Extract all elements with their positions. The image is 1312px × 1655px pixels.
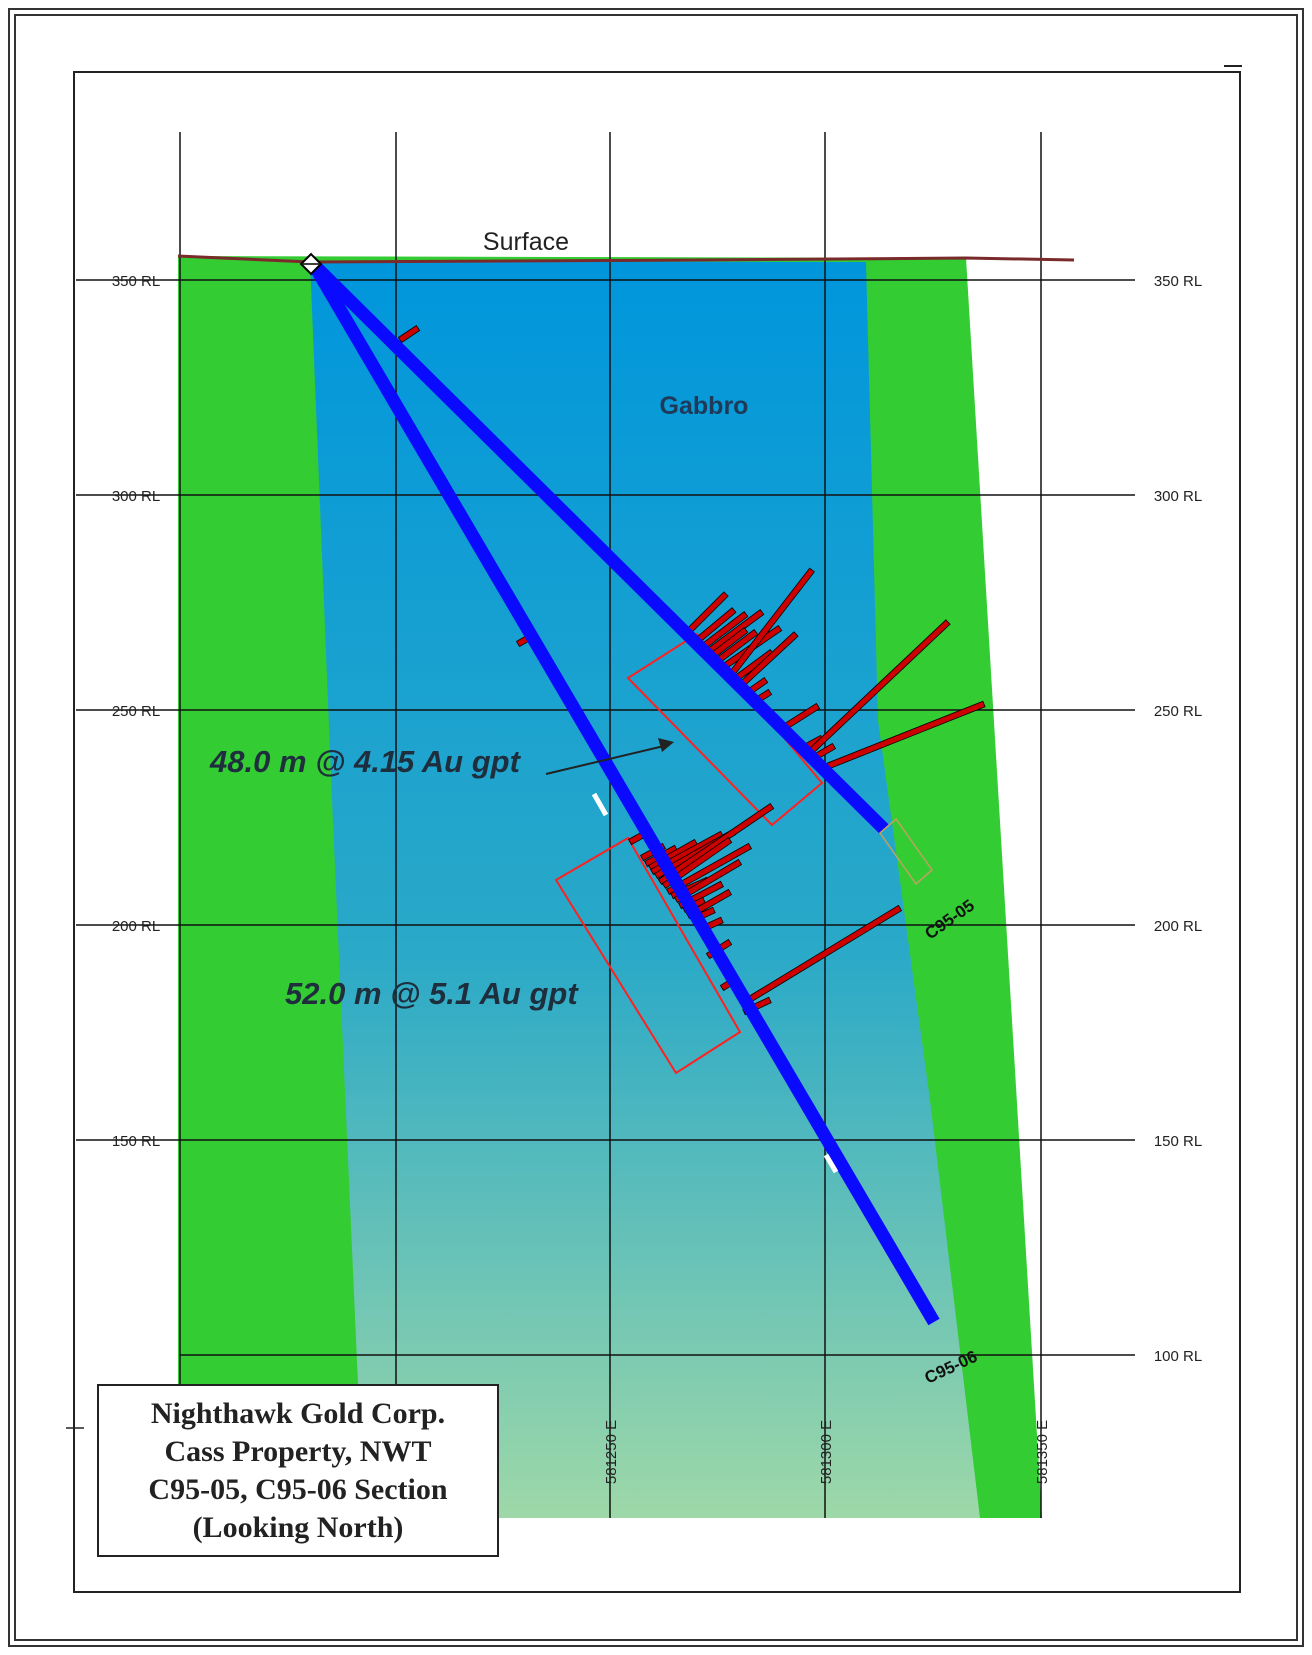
rl-label: 250 RL: [112, 703, 160, 720]
trace-gap-marker: [591, 792, 609, 817]
assay-bar: [397, 324, 421, 344]
rl-label: 100 RL: [1154, 1348, 1202, 1365]
assay-bar: [657, 802, 775, 886]
rl-label: 350 RL: [112, 273, 160, 290]
zone-outline-upper: [626, 632, 824, 827]
rl-label: 300 RL: [1154, 488, 1202, 505]
rl-label: 300 RL: [112, 488, 160, 505]
collar-marker: [299, 252, 323, 276]
intercept-label-lower: 52.0 m @ 5.1 Au gpt: [285, 976, 579, 1011]
assay-bar: [665, 842, 753, 896]
rl-axis-right: 350 RL 300 RL 250 RL 200 RL 150 RL 100 R…: [1154, 273, 1202, 1365]
zone-outline-lower: [554, 836, 742, 1075]
page-outer-border: [8, 8, 1304, 1647]
easting-axis: 581250 E 581300 E 581350 E: [603, 1420, 1051, 1484]
surface-label: Surface: [483, 228, 569, 256]
easting-label: 581350 E: [1034, 1420, 1051, 1484]
intercept-label-upper: 48.0 m @ 4.15 Au gpt: [209, 744, 522, 779]
surface-line: [177, 254, 1075, 264]
trace-gap-marker: [823, 1153, 839, 1174]
title-line-2: Cass Property, NWT: [165, 1435, 432, 1468]
drill-trace-c95-06: [308, 261, 940, 1326]
title-block: Nighthawk Gold Corp. Cass Property, NWT …: [97, 1384, 499, 1557]
gabbro-unit: [310, 261, 980, 1518]
rl-label: 200 RL: [1154, 918, 1202, 935]
gabbro-label: Gabbro: [660, 392, 749, 420]
easting-label: 581300 E: [818, 1420, 835, 1484]
assay-bars: [397, 324, 986, 1016]
page-inner-border: [14, 14, 1298, 1641]
assay-bar: [673, 858, 743, 904]
title-line-1: Nighthawk Gold Corp.: [151, 1397, 445, 1430]
rl-label: 150 RL: [112, 1133, 160, 1150]
rl-label: 200 RL: [112, 918, 160, 935]
rl-label: 150 RL: [1154, 1133, 1202, 1150]
map-frame: [73, 71, 1241, 1593]
title-box: [97, 1384, 499, 1557]
intercept-arrow: [545, 738, 674, 775]
grid-lines: [76, 132, 1135, 1518]
rl-label: 350 RL: [1154, 273, 1202, 290]
rl-label: 250 RL: [1154, 703, 1202, 720]
easting-label: 581250 E: [603, 1420, 620, 1484]
drill-trace-c95-05: [309, 260, 889, 834]
title-line-4: (Looking North): [193, 1511, 404, 1544]
rl-axis-left: 350 RL 300 RL 250 RL 200 RL 150 RL: [112, 273, 160, 1150]
title-line-3: C95-05, C95-06 Section: [148, 1473, 447, 1506]
drill-trace-c95-05-tail: [878, 817, 934, 886]
